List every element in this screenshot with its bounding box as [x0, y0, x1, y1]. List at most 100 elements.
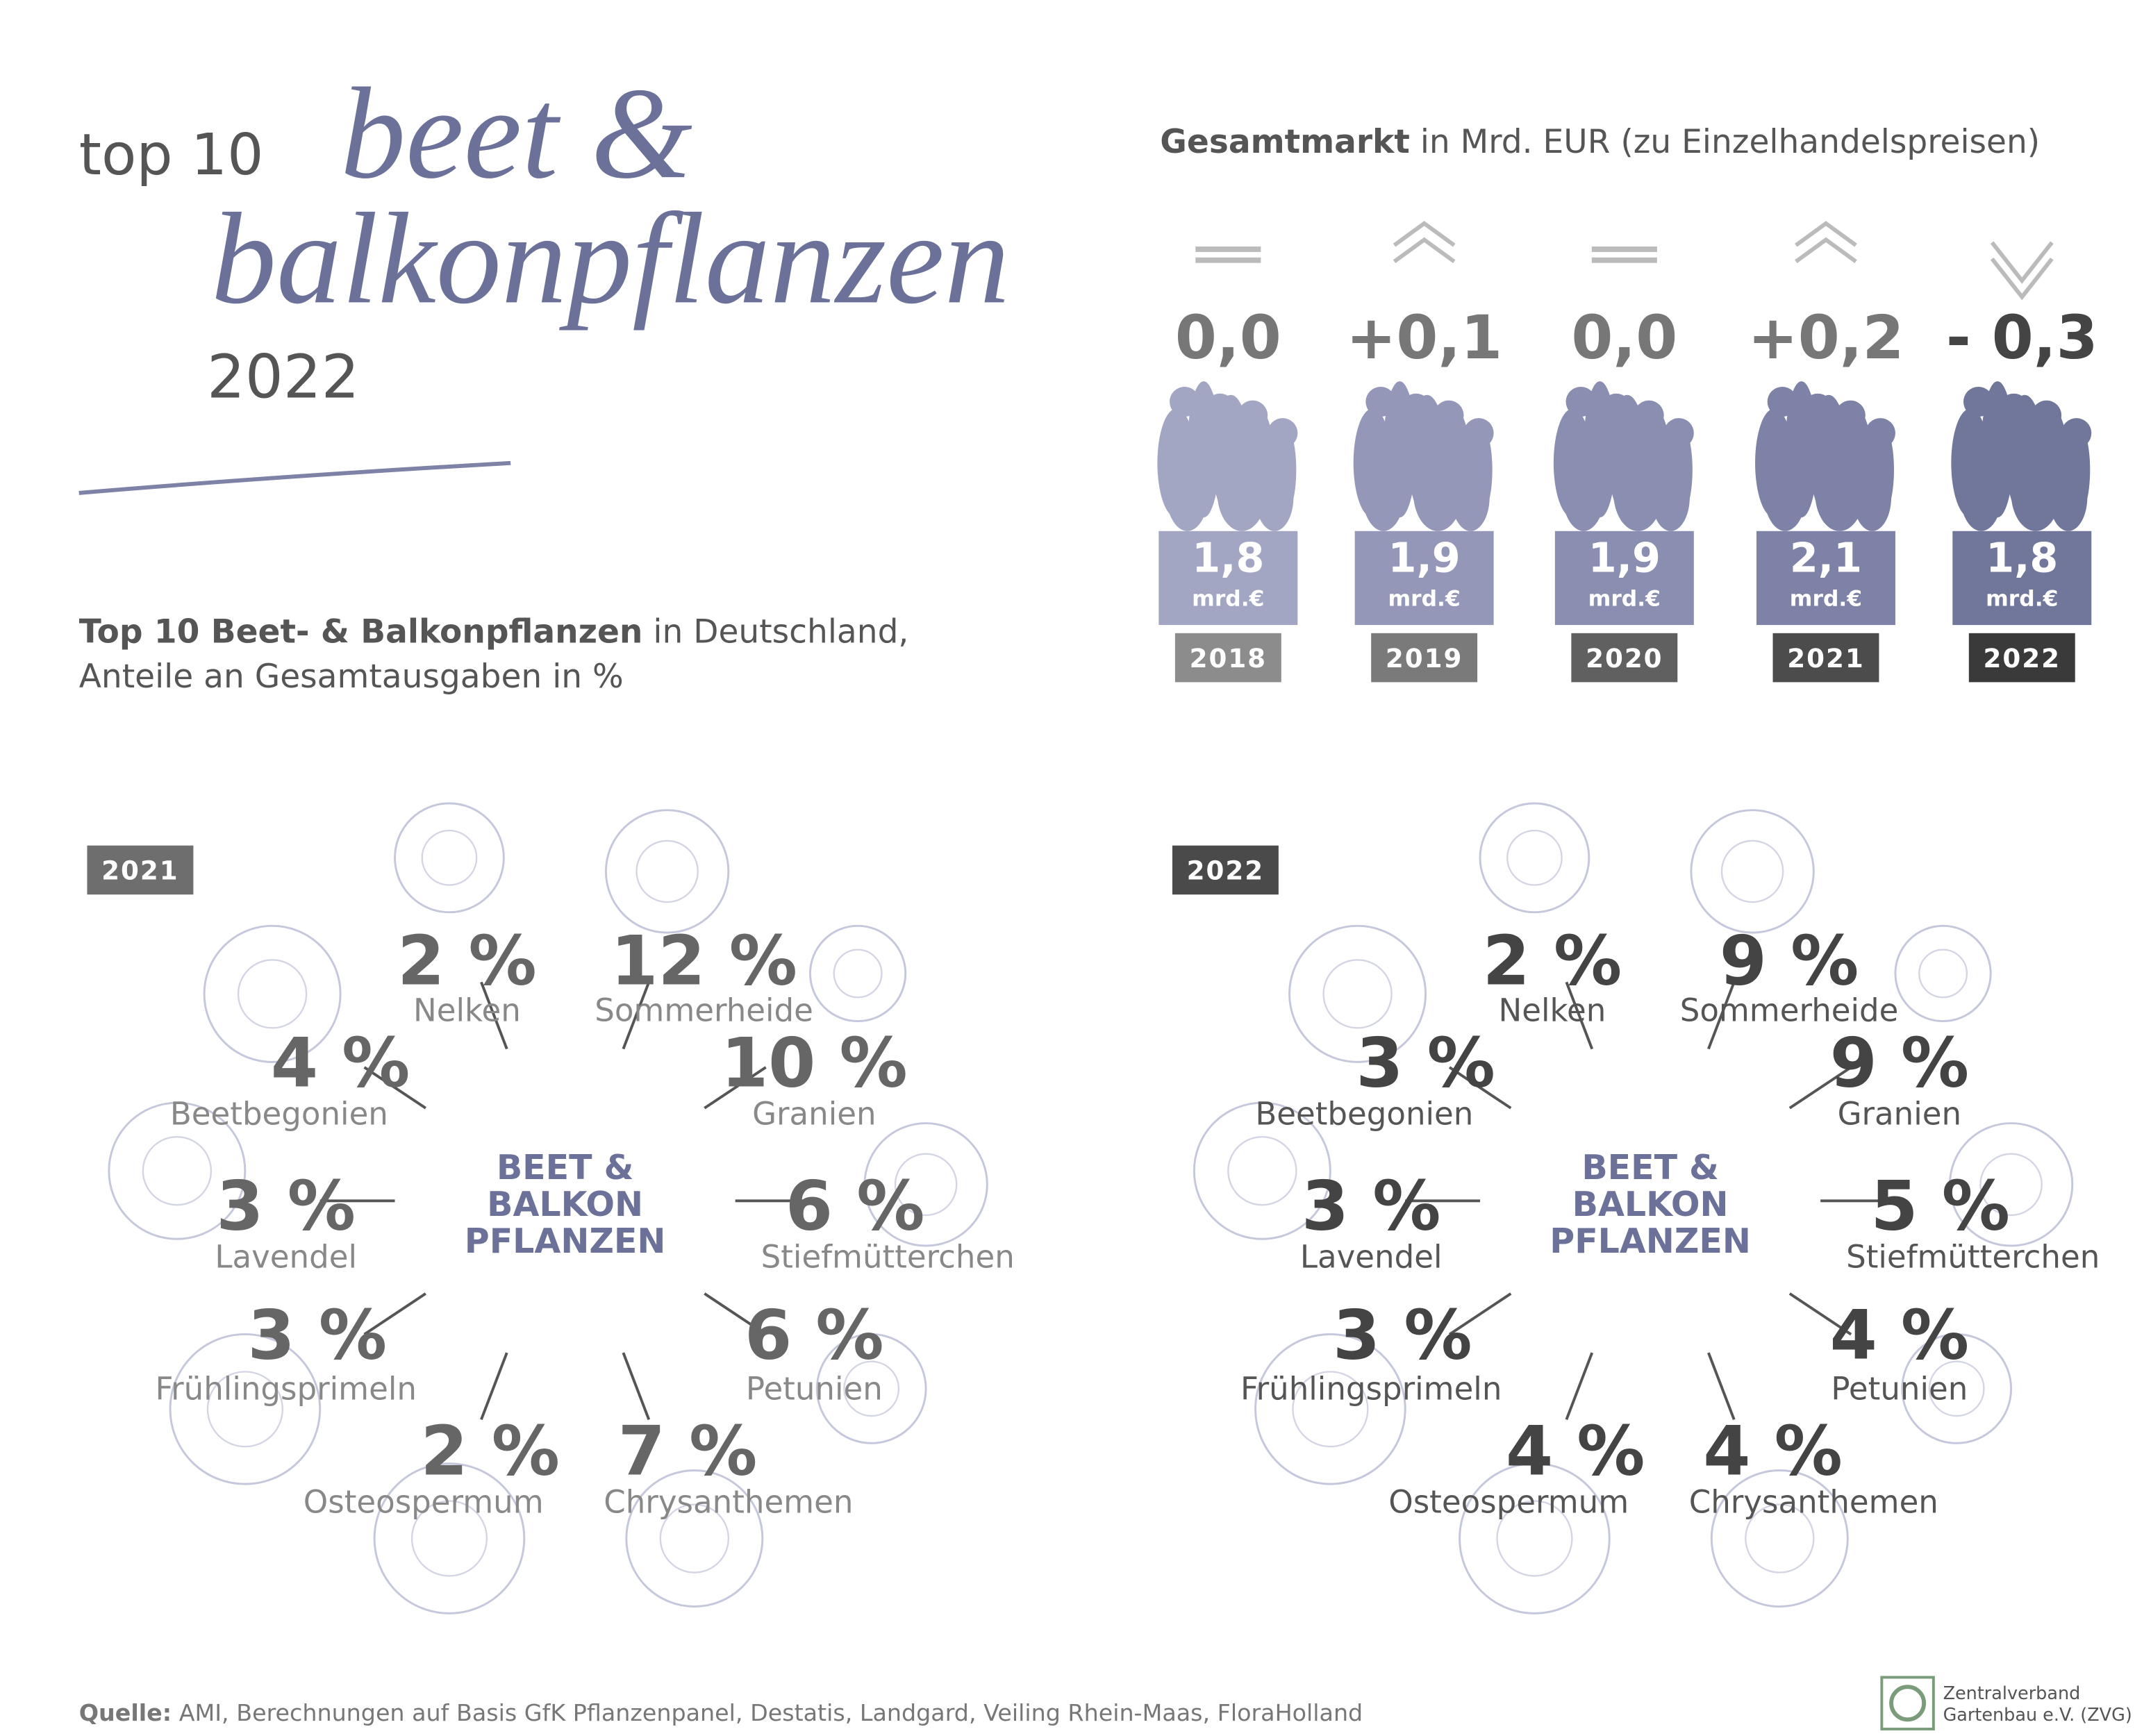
trend-icon — [1795, 237, 1857, 263]
share-label: 4 % — [1506, 1412, 1645, 1491]
plant-illustration — [1322, 959, 1393, 1029]
share-label: 3 % — [1356, 1024, 1495, 1103]
year-box — [1174, 633, 1281, 683]
spoke — [622, 981, 651, 1050]
center-label: BALKON — [1572, 1185, 1729, 1224]
share-label: 3 % — [216, 1167, 356, 1246]
spoke — [363, 1292, 426, 1336]
market-title: Gesamtmarkt in Mrd. EUR (zu Einzelhandel… — [1160, 123, 2040, 161]
flower-head — [1434, 400, 1464, 431]
center-label: BEET & — [497, 1148, 634, 1187]
spoke — [1707, 1352, 1736, 1421]
plant-silhouette — [1255, 462, 1294, 531]
plant-name: Chrysanthemen — [604, 1483, 853, 1520]
share-label: 2 % — [1483, 922, 1622, 1001]
change-label: - 0,3 — [1946, 303, 2098, 373]
share-label: 6 % — [786, 1167, 925, 1246]
year-label: 2022 — [1984, 643, 2061, 674]
plant-illustration — [1193, 1101, 1331, 1240]
plant-illustration — [1894, 924, 1992, 1023]
header-script: beet & — [340, 60, 692, 206]
flower-head — [1463, 418, 1494, 449]
change-label: 0,0 — [1571, 303, 1677, 373]
spoke — [1788, 1066, 1852, 1110]
plant-illustration — [237, 959, 308, 1029]
market-unit: mrd.€ — [1388, 587, 1460, 612]
plant-name: Petunien — [1831, 1371, 1968, 1408]
plant-silhouette — [1217, 455, 1267, 531]
plant-illustration — [1459, 1462, 1611, 1614]
plant-illustration — [1227, 1136, 1297, 1206]
plant-name: Stiefmütterchen — [761, 1238, 1015, 1275]
plant-name: Frühlingsprimeln — [1240, 1371, 1502, 1408]
trend-icon — [1393, 237, 1456, 263]
market-value: 2,1 — [1790, 534, 1862, 582]
plant-name: Chrysanthemen — [1689, 1483, 1938, 1520]
trend-icon — [1990, 241, 2054, 284]
subtitle-line2: Anteile an Gesamtausgaben in % — [79, 658, 624, 696]
plant-name: Granien — [752, 1096, 877, 1133]
plant-illustration — [833, 949, 883, 999]
plant-name: Nelken — [413, 992, 521, 1029]
plant-name: Sommerheide — [1680, 992, 1899, 1029]
plant-silhouette — [2049, 462, 2088, 531]
plant-illustration — [1506, 829, 1563, 886]
share-label: 3 % — [1302, 1167, 1441, 1246]
flower-head — [1767, 386, 1797, 417]
change-label: +0,2 — [1747, 303, 1904, 373]
share-label: 4 % — [1830, 1296, 1970, 1376]
center-label: BALKON — [487, 1185, 643, 1224]
plant-illustration — [421, 829, 478, 886]
plant-silhouette — [1613, 455, 1663, 531]
logo-text: Zentralverband — [1943, 1683, 2081, 1704]
plant-silhouette — [1652, 462, 1690, 531]
source: Quelle: AMI, Berechnungen auf Basis GfK … — [79, 1699, 1363, 1726]
subtitle-rest: in Deutschland, — [653, 613, 908, 651]
year-box — [1968, 633, 2075, 683]
plant-illustration — [394, 802, 505, 914]
flower-head — [1401, 393, 1431, 424]
plant-name: Sommerheide — [595, 992, 813, 1029]
plant-illustration — [1901, 1333, 2013, 1444]
center-label: PFLANZEN — [1550, 1221, 1751, 1261]
plant-illustration — [1720, 840, 1784, 903]
flower-head — [1802, 393, 1833, 424]
plant-illustration — [894, 1153, 958, 1217]
plant-silhouette — [2011, 455, 2061, 531]
plant-illustration — [373, 1462, 526, 1614]
plant-silhouette — [1959, 449, 2003, 531]
plant-name: Stiefmütterchen — [1846, 1238, 2100, 1275]
plant-illustration — [1710, 1469, 1849, 1608]
center-label: BEET & — [1581, 1148, 1719, 1187]
pot — [1756, 531, 1895, 626]
logo-text: Gartenbau e.V. (ZVG) — [1943, 1705, 2132, 1726]
header-script: balkonpflanzen — [211, 185, 1010, 331]
share-label: 2 % — [397, 922, 537, 1001]
plant-name: Petunien — [746, 1371, 883, 1408]
share-label: 6 % — [745, 1296, 884, 1376]
year-box — [1571, 633, 1678, 683]
share-label: 4 % — [1703, 1412, 1843, 1491]
plant-illustration — [625, 1469, 764, 1608]
pot — [1158, 531, 1298, 626]
plant-illustration — [1928, 1360, 1985, 1417]
share-label: 9 % — [1830, 1024, 1970, 1103]
spoke — [704, 1066, 767, 1110]
plant-name: Nelken — [1499, 992, 1606, 1029]
market-value: 1,9 — [1588, 534, 1661, 582]
spoke — [1788, 1292, 1852, 1336]
flower-head — [1268, 418, 1298, 449]
share-label: 10 % — [721, 1024, 908, 1103]
year-label: 2021 — [101, 856, 178, 886]
flower-head — [1998, 393, 2029, 424]
plant-illustration — [108, 1101, 247, 1240]
year-box — [87, 845, 194, 895]
share-label: 3 % — [248, 1296, 388, 1376]
pot — [1354, 531, 1494, 626]
flower-head — [1365, 386, 1396, 417]
spoke — [480, 981, 508, 1050]
market-value: 1,8 — [1986, 534, 2058, 582]
plant-illustration — [659, 1503, 730, 1574]
market-title-bold: Gesamtmarkt — [1160, 123, 1410, 161]
